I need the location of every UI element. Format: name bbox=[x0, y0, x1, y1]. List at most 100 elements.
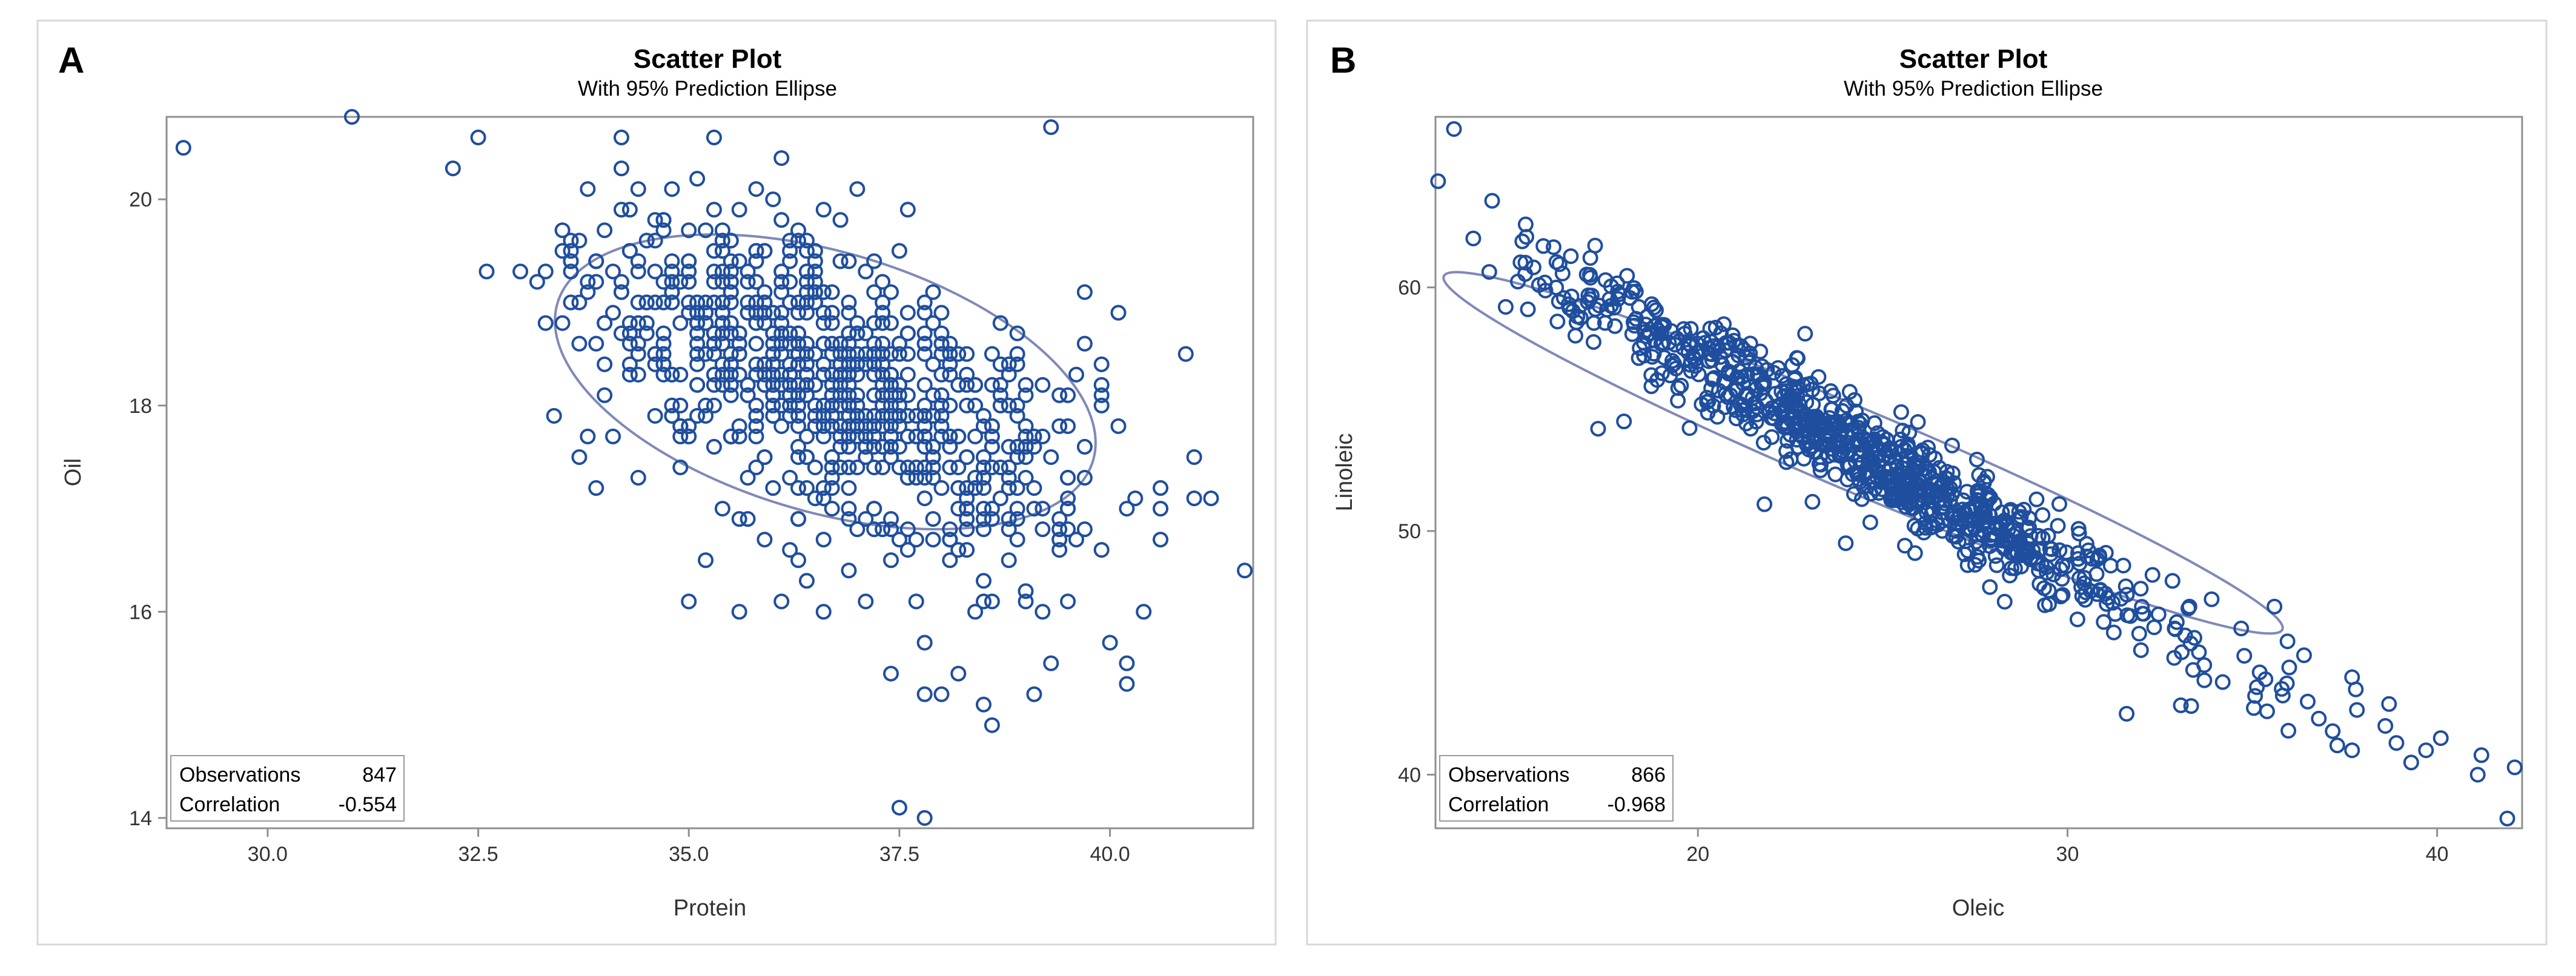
data-point bbox=[698, 222, 714, 239]
data-point bbox=[1998, 518, 2015, 534]
data-point bbox=[975, 696, 992, 713]
data-point bbox=[2069, 611, 2085, 627]
data-point bbox=[621, 243, 638, 259]
data-point bbox=[782, 470, 798, 486]
data-point bbox=[984, 593, 1000, 610]
data-point bbox=[790, 387, 807, 403]
data-point bbox=[1683, 363, 1699, 379]
data-point bbox=[798, 480, 815, 496]
data-point bbox=[1601, 291, 1618, 307]
panel-a-prediction-ellipse bbox=[554, 233, 1097, 531]
data-point bbox=[1563, 248, 1579, 265]
data-point bbox=[824, 315, 840, 331]
data-point bbox=[984, 511, 1000, 527]
data-point bbox=[681, 222, 697, 239]
data-point bbox=[866, 346, 882, 362]
data-point bbox=[698, 305, 714, 321]
data-point bbox=[824, 377, 840, 393]
data-point bbox=[1572, 309, 1589, 326]
data-point bbox=[773, 418, 790, 434]
data-point bbox=[757, 315, 773, 331]
data-point bbox=[605, 263, 621, 280]
data-point bbox=[790, 325, 807, 341]
data-point bbox=[765, 366, 781, 383]
data-point bbox=[630, 294, 646, 311]
data-point bbox=[638, 325, 655, 341]
data-point bbox=[765, 480, 781, 496]
data-point bbox=[832, 377, 849, 393]
data-point bbox=[571, 232, 588, 249]
data-point bbox=[967, 377, 984, 393]
data-point bbox=[563, 294, 579, 311]
data-point bbox=[942, 397, 958, 414]
data-point bbox=[1770, 360, 1786, 376]
data-point bbox=[807, 490, 823, 507]
data-point bbox=[2070, 521, 2087, 537]
data-point bbox=[950, 428, 967, 444]
data-point bbox=[2070, 545, 2086, 561]
data-point bbox=[925, 387, 941, 403]
data-point bbox=[1881, 470, 1898, 486]
data-point bbox=[790, 511, 807, 527]
data-point bbox=[2051, 542, 2068, 558]
data-point bbox=[554, 315, 571, 331]
panel-b-dense-cluster bbox=[1430, 173, 2365, 739]
data-point bbox=[1127, 490, 1144, 507]
panel-a-y-tick-label: 16 bbox=[129, 601, 152, 624]
data-point bbox=[1755, 376, 1771, 392]
data-point bbox=[1967, 556, 1983, 573]
data-point bbox=[731, 418, 747, 434]
data-point bbox=[790, 346, 807, 362]
data-point bbox=[2249, 679, 2265, 695]
data-point bbox=[841, 305, 857, 321]
data-point bbox=[916, 470, 933, 486]
data-point bbox=[2344, 742, 2360, 759]
data-point bbox=[706, 294, 722, 311]
data-point bbox=[580, 181, 596, 197]
data-point bbox=[706, 377, 722, 393]
data-point bbox=[2042, 541, 2058, 557]
data-point bbox=[698, 552, 714, 569]
data-point bbox=[815, 407, 832, 424]
data-point bbox=[731, 511, 747, 527]
data-point bbox=[1846, 437, 1862, 453]
data-point bbox=[883, 315, 899, 331]
data-point bbox=[1804, 493, 1821, 510]
data-point bbox=[782, 407, 798, 424]
data-point bbox=[2052, 561, 2068, 578]
data-point bbox=[858, 449, 874, 465]
data-point bbox=[597, 222, 613, 239]
data-point bbox=[597, 387, 613, 403]
data-point bbox=[681, 418, 697, 434]
data-point bbox=[1895, 423, 1911, 439]
data-point bbox=[2499, 810, 2515, 826]
data-point bbox=[950, 459, 967, 475]
data-point bbox=[875, 397, 891, 414]
data-point bbox=[959, 521, 975, 538]
data-point bbox=[1009, 407, 1025, 424]
data-point bbox=[925, 407, 941, 424]
data-point bbox=[883, 511, 899, 527]
data-point bbox=[1076, 438, 1093, 455]
data-point bbox=[1237, 562, 1253, 579]
data-point bbox=[849, 325, 866, 341]
data-point bbox=[841, 418, 857, 434]
data-point bbox=[916, 686, 933, 702]
panel-a-stats-frame bbox=[170, 755, 405, 822]
data-point bbox=[1882, 478, 1899, 494]
data-point bbox=[1827, 466, 1844, 483]
data-point bbox=[2300, 693, 2316, 710]
data-point bbox=[858, 511, 874, 527]
data-point bbox=[1822, 414, 1838, 430]
data-point bbox=[815, 490, 832, 507]
data-point bbox=[580, 284, 596, 300]
data-point bbox=[782, 377, 798, 393]
data-point bbox=[959, 480, 975, 496]
data-point bbox=[630, 315, 646, 331]
data-point bbox=[875, 356, 891, 372]
data-point bbox=[883, 407, 899, 424]
data-point bbox=[1925, 518, 1942, 535]
data-point bbox=[748, 294, 764, 311]
data-point bbox=[1555, 290, 1572, 306]
data-point bbox=[1988, 557, 2005, 573]
